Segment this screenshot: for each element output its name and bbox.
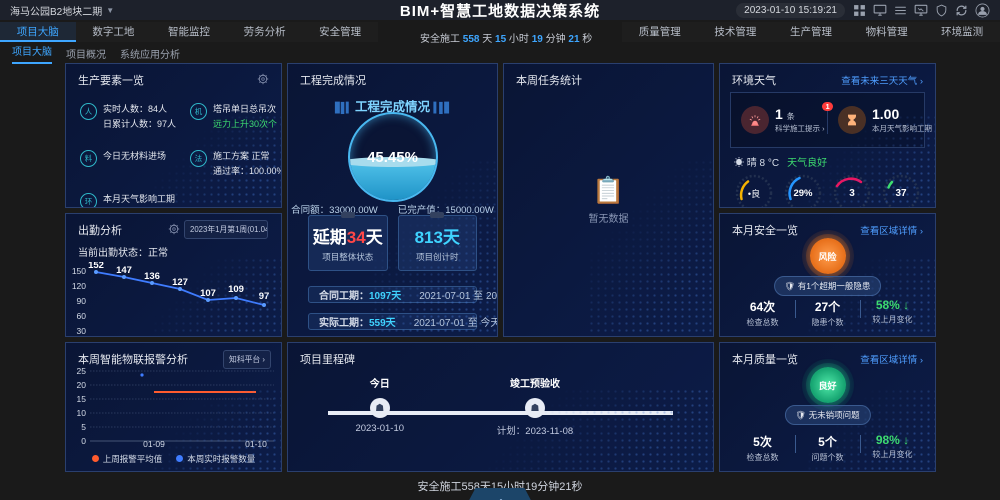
svg-text:120: 120 (72, 281, 86, 291)
svg-text:01-10: 01-10 (245, 439, 267, 447)
svg-text:127: 127 (172, 277, 188, 288)
svg-text:15: 15 (77, 394, 87, 404)
svg-text:109: 109 (228, 284, 244, 295)
svg-text:10: 10 (77, 408, 87, 418)
svg-text:150: 150 (72, 266, 86, 276)
svg-text:107: 107 (200, 288, 216, 299)
svg-text:152: 152 (88, 262, 104, 271)
svg-text:20: 20 (77, 380, 87, 390)
svg-text:25: 25 (77, 367, 87, 376)
svg-text:90: 90 (77, 296, 87, 306)
svg-text:5: 5 (81, 422, 86, 432)
svg-text:29%: 29% (794, 188, 814, 199)
svg-text:0: 0 (81, 335, 86, 338)
svg-text:3: 3 (849, 188, 855, 199)
svg-text:37: 37 (895, 188, 907, 199)
svg-text:60: 60 (77, 311, 87, 321)
svg-text:97: 97 (259, 291, 270, 302)
svg-text:•良: •良 (748, 188, 760, 199)
svg-text:136: 136 (144, 271, 160, 282)
svg-text:147: 147 (116, 265, 132, 276)
svg-text:0: 0 (81, 436, 86, 446)
svg-text:01-09: 01-09 (143, 439, 165, 447)
